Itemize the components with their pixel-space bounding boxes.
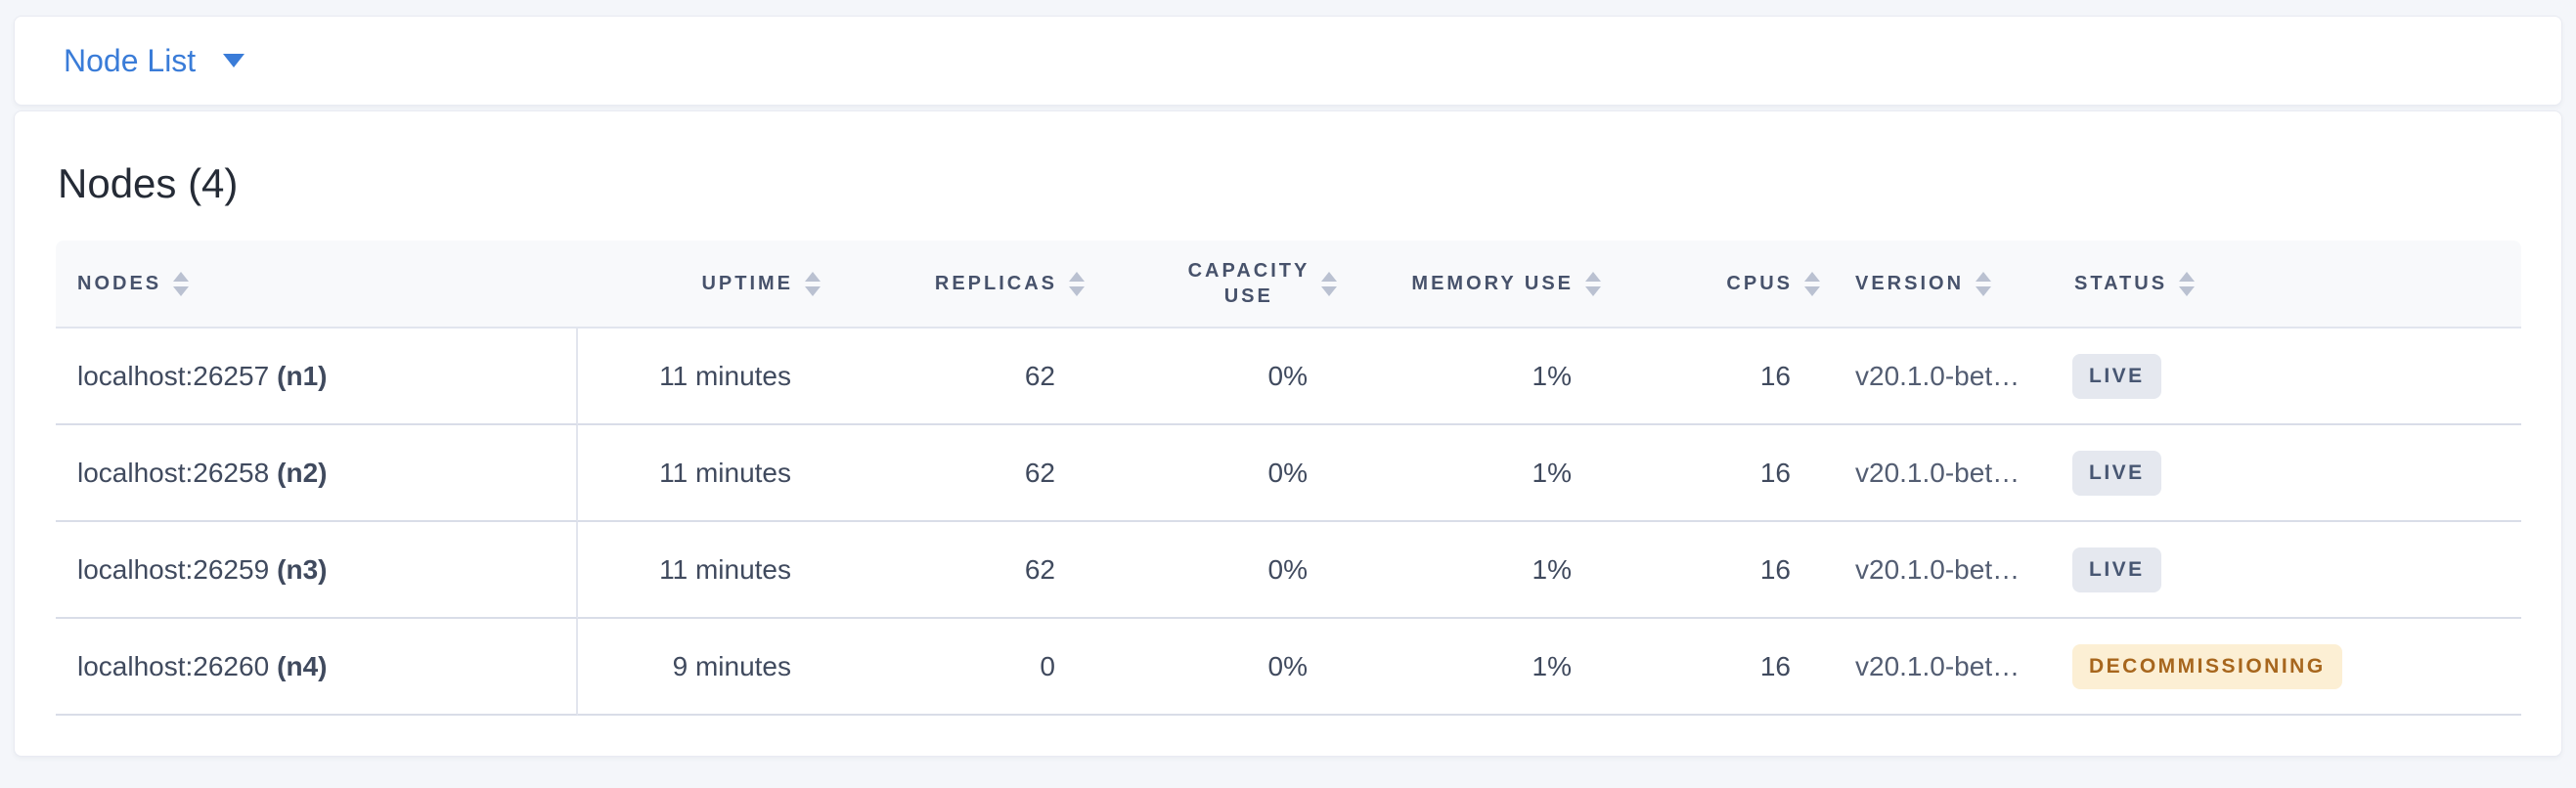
cell-capacity-use: 0% (1096, 522, 1349, 619)
sort-icon[interactable] (1976, 271, 1992, 296)
cell-uptime: 11 minutes (578, 328, 832, 425)
sort-icon[interactable] (1321, 271, 1337, 296)
cell-cpus: 16 (1613, 619, 1832, 716)
sort-icon[interactable] (1069, 271, 1085, 296)
node-list-page: Node List Nodes (4) NODES (0, 16, 2576, 788)
cell-uptime: 11 minutes (578, 425, 832, 522)
cell-memory-use: 1% (1349, 425, 1613, 522)
node-address: localhost:26257 (77, 360, 270, 391)
sort-icon[interactable] (805, 271, 821, 296)
cell-replicas: 62 (832, 425, 1096, 522)
cell-node: localhost:26257 (n1) (56, 328, 578, 425)
column-header-label: REPLICAS (934, 273, 1057, 294)
node-address: localhost:26258 (77, 457, 270, 488)
nodes-overview-panel: Nodes (4) NODES UPTIME (14, 110, 2562, 757)
cell-status: LIVE (2051, 522, 2521, 619)
status-badge: LIVE (2072, 450, 2161, 496)
sort-icon[interactable] (173, 271, 190, 296)
column-header-cpus[interactable]: CPUS (1613, 241, 1832, 328)
node-id: (n4) (277, 650, 328, 681)
column-header-label: NODES (77, 273, 162, 294)
view-selector-bar: Node List (14, 16, 2562, 106)
sort-icon[interactable] (2179, 271, 2196, 296)
node-address: localhost:26260 (77, 650, 270, 681)
nodes-table: NODES UPTIME REPLICAS (56, 241, 2521, 716)
node-id: (n1) (277, 360, 328, 391)
table-row: localhost:26257 (n1) 11 minutes 62 0% 1% … (56, 328, 2521, 425)
column-header-label: CAPACITY USE (1187, 260, 1310, 307)
cell-version: v20.1.0-bet… (1832, 425, 2051, 522)
cell-node: localhost:26260 (n4) (56, 619, 578, 716)
column-header-status[interactable]: STATUS (2051, 241, 2521, 328)
cell-version: v20.1.0-bet… (1832, 619, 2051, 716)
table-row: localhost:26260 (n4) 9 minutes 0 0% 1% 16… (56, 619, 2521, 716)
cell-capacity-use: 0% (1096, 619, 1349, 716)
column-header-nodes[interactable]: NODES (56, 241, 578, 328)
cell-uptime: 11 minutes (578, 522, 832, 619)
cell-cpus: 16 (1613, 522, 1832, 619)
view-selector-dropdown[interactable]: Node List (64, 43, 245, 78)
cell-capacity-use: 0% (1096, 425, 1349, 522)
cell-replicas: 62 (832, 328, 1096, 425)
cell-capacity-use: 0% (1096, 328, 1349, 425)
status-badge: DECOMMISSIONING (2072, 643, 2342, 689)
page-title: Nodes (4) (58, 160, 239, 206)
node-id: (n3) (277, 553, 328, 585)
column-header-label: VERSION (1855, 273, 1965, 294)
column-header-version[interactable]: VERSION (1832, 241, 2051, 328)
cell-status: LIVE (2051, 328, 2521, 425)
cell-status: DECOMMISSIONING (2051, 619, 2521, 716)
column-header-capacity-use[interactable]: CAPACITY USE (1096, 241, 1349, 328)
column-header-label: STATUS (2074, 273, 2168, 294)
cell-replicas: 0 (832, 619, 1096, 716)
table-header-row: NODES UPTIME REPLICAS (56, 241, 2521, 328)
column-header-replicas[interactable]: REPLICAS (832, 241, 1096, 328)
column-header-label: CPUS (1726, 273, 1793, 294)
sort-icon[interactable] (1585, 271, 1601, 296)
node-address: localhost:26259 (77, 553, 270, 585)
cell-version: v20.1.0-bet… (1832, 522, 2051, 619)
node-id: (n2) (277, 457, 328, 488)
cell-node: localhost:26258 (n2) (56, 425, 578, 522)
cell-memory-use: 1% (1349, 619, 1613, 716)
cell-cpus: 16 (1613, 328, 1832, 425)
sort-icon[interactable] (1804, 271, 1820, 296)
column-header-uptime[interactable]: UPTIME (578, 241, 832, 328)
cell-memory-use: 1% (1349, 328, 1613, 425)
column-header-label: MEMORY USE (1411, 273, 1574, 294)
cell-status: LIVE (2051, 425, 2521, 522)
status-badge: LIVE (2072, 353, 2161, 399)
cell-memory-use: 1% (1349, 522, 1613, 619)
view-selector-label[interactable]: Node List (64, 43, 197, 78)
cell-uptime: 9 minutes (578, 619, 832, 716)
column-header-label: UPTIME (701, 273, 793, 294)
cell-replicas: 62 (832, 522, 1096, 619)
cell-version: v20.1.0-bet… (1832, 328, 2051, 425)
table-row: localhost:26258 (n2) 11 minutes 62 0% 1% … (56, 425, 2521, 522)
status-badge: LIVE (2072, 547, 2161, 592)
cell-node: localhost:26259 (n3) (56, 522, 578, 619)
chevron-down-icon (223, 54, 245, 67)
table-row: localhost:26259 (n3) 11 minutes 62 0% 1% … (56, 522, 2521, 619)
column-header-memory-use[interactable]: MEMORY USE (1349, 241, 1613, 328)
cell-cpus: 16 (1613, 425, 1832, 522)
